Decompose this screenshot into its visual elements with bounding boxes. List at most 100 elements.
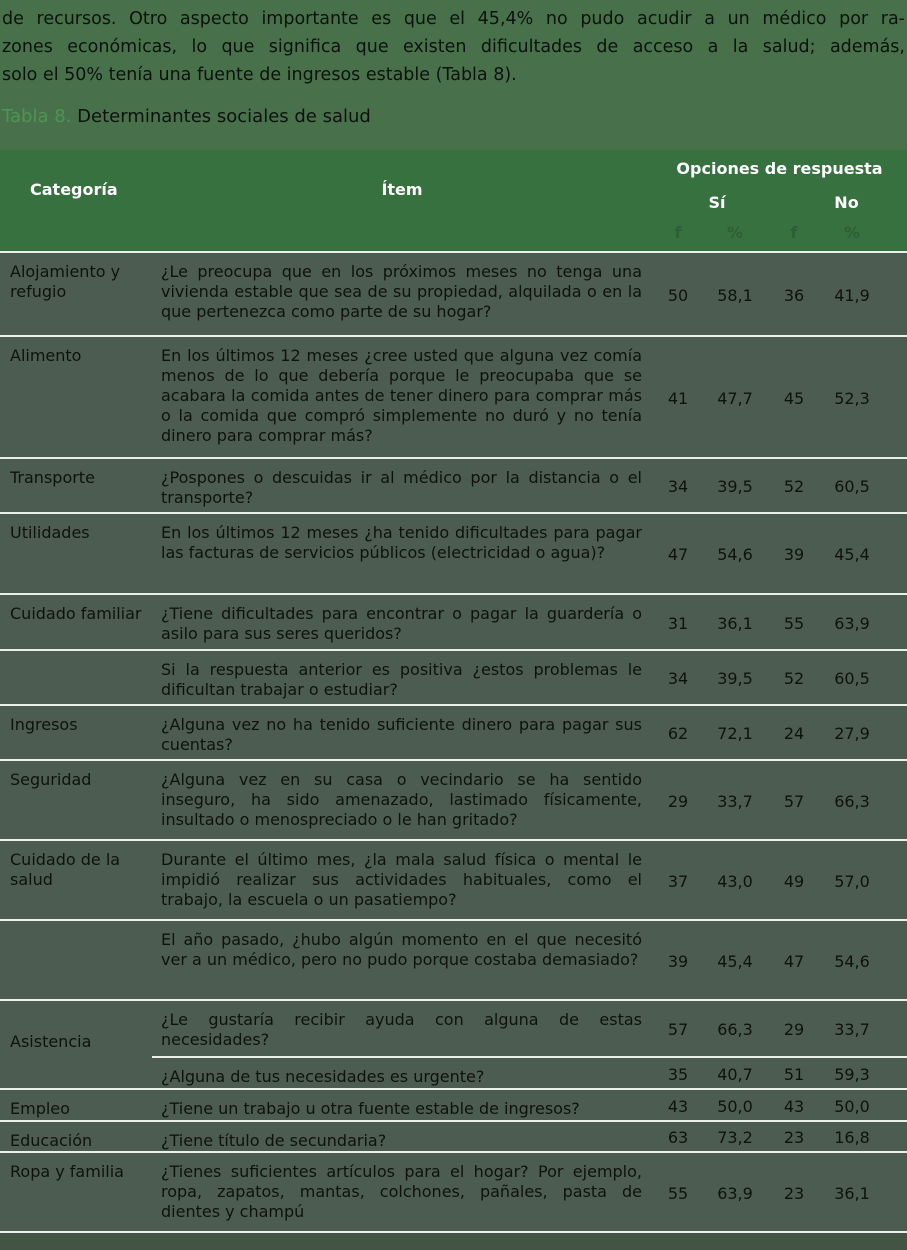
row-item-question: ¿Tiene un trabajo u otra fuente estable … [161,1099,580,1118]
row-si-frequency: 50 [667,285,689,305]
row-right-gap [882,459,907,514]
row-si-frequency: 63 [667,1128,689,1147]
row-item-question: ¿Tienes suficientes artículos para el ho… [161,1162,642,1221]
row-si-frequency: 34 [667,477,689,496]
row-no-percent: 54,6 [834,951,870,971]
table-row: Cuidado familiar ¿Tiene dificultades para… [0,595,907,651]
row-category: Cuidado de la salud [10,850,121,889]
table-caption-label: Tabla 8. [2,106,72,127]
row-item-question: Durante el último mes, ¿la mala salud fí… [161,850,642,909]
row-no-frequency: 55 [783,613,805,633]
row-right-gap [882,706,907,761]
row-separator [0,335,907,337]
table-row: Ropa y familia ¿Tienes suficientes artícu… [0,1153,907,1233]
row-item-question: ¿Pospones o descuidas ir al médico por l… [161,468,642,507]
row-no-frequency: 39 [783,545,805,564]
table-body: Alojamiento y refugio ¿Le preocupa que en… [0,253,907,1233]
column-header-opciones: Opciones de respuesta [676,159,883,178]
row-no-percent: 41,9 [834,285,870,305]
row-item-question: ¿Alguna vez no ha tenido suficiente dine… [161,715,642,754]
row-item-question: ¿Tiene título de secundaria? [161,1131,387,1150]
row-right-gap [882,1058,907,1090]
row-category: Seguridad [10,770,92,789]
row-si-percent: 45,4 [717,951,753,971]
row-no-frequency: 43 [783,1096,805,1116]
row-right-gap [882,595,907,651]
row-si-frequency: 39 [667,951,689,971]
row-right-gap [882,1001,907,1058]
table-caption: Tabla 8. Determinantes sociales de salud [2,104,905,130]
row-separator [0,704,907,706]
row-right-gap [882,1090,907,1122]
row-no-percent: 60,5 [834,669,870,688]
row-si-percent: 54,6 [717,545,753,564]
table-row: Transporte ¿Pospones o descuidas ir al mé… [0,459,907,514]
table-cutoff-strip [0,1233,907,1250]
row-category [0,1058,152,1090]
table-row: ¿Alguna de tus necesidades es urgente? 35… [0,1058,907,1090]
row-category [0,651,152,706]
column-subheader-pct-no: % [843,223,861,242]
row-si-frequency: 34 [667,669,689,688]
table-caption-title: Determinantes sociales de salud [71,106,371,127]
column-header-item: Ítem [381,180,423,199]
row-separator [0,839,907,841]
table-row: Cuidado de la salud Durante el último mes… [0,841,907,921]
row-item-question: Si la respuesta anterior es positiva ¿es… [161,660,642,699]
row-si-percent: 36,1 [717,613,753,633]
row-no-percent: 45,4 [834,545,870,564]
row-si-frequency: 62 [667,724,689,743]
row-si-percent: 47,7 [717,388,753,408]
row-no-frequency: 36 [783,285,805,305]
row-no-frequency: 51 [783,1064,805,1084]
row-right-gap [882,761,907,841]
row-category [0,921,152,1001]
column-subheader-f-si: f [674,223,682,242]
row-si-frequency: 43 [667,1096,689,1116]
row-separator [152,1056,907,1058]
row-no-percent: 59,3 [834,1064,870,1084]
row-category: Asistencia [10,1032,92,1051]
row-separator [0,1120,907,1122]
column-header-categoria: Categoría [30,180,118,199]
row-item-question: ¿Alguna vez en su casa o vecindario se h… [161,770,642,829]
row-no-percent: 16,8 [834,1128,870,1147]
table-row: Educación ¿Tiene título de secundaria? 63 7… [0,1122,907,1153]
row-separator [0,1088,907,1090]
row-item-question: ¿Tiene dificultades para encontrar o pag… [161,604,642,643]
row-no-frequency: 49 [783,871,805,891]
row-separator [0,1151,907,1153]
table-row: El año pasado, ¿hubo algún momento en el… [0,921,907,1001]
table-row: Asistencia ¿Le gustaría recibir ayuda con… [0,1001,907,1058]
row-item-question: En los últimos 12 meses ¿cree usted que … [161,346,642,445]
row-no-frequency: 57 [783,791,805,811]
row-no-percent: 36,1 [834,1183,870,1203]
row-category: Utilidades [10,523,90,542]
row-item-question: ¿Alguna de tus necesidades es urgente? [161,1067,485,1086]
row-si-percent: 66,3 [717,1020,753,1039]
row-right-gap [882,651,907,706]
row-separator [0,759,907,761]
table-row: Si la respuesta anterior es positiva ¿es… [0,651,907,706]
paragraph-line: zones económicas, lo que significa que e… [2,37,905,57]
table-row: Utilidades En los últimos 12 meses ¿ha te… [0,514,907,595]
row-category: Educación [10,1131,93,1150]
row-si-frequency: 47 [667,545,689,564]
row-si-frequency: 57 [667,1020,689,1039]
row-si-percent: 63,9 [717,1183,753,1203]
row-separator [0,593,907,595]
table-row: Empleo ¿Tiene un trabajo u otra fuente es… [0,1090,907,1122]
row-category: Cuidado familiar [10,604,142,623]
row-item-question: En los últimos 12 meses ¿ha tenido dific… [161,523,642,562]
row-si-percent: 43,0 [717,871,753,891]
paragraph-line: de recursos. Otro aspecto importante es … [2,9,905,29]
row-right-gap [882,1153,907,1233]
row-item-question: El año pasado, ¿hubo algún momento en el… [161,930,642,969]
row-separator [0,457,907,459]
row-category: Ingresos [10,715,78,734]
row-si-frequency: 37 [667,871,689,891]
row-si-frequency: 35 [667,1064,689,1084]
row-right-gap [882,841,907,921]
column-subheader-f-no: f [790,223,798,242]
